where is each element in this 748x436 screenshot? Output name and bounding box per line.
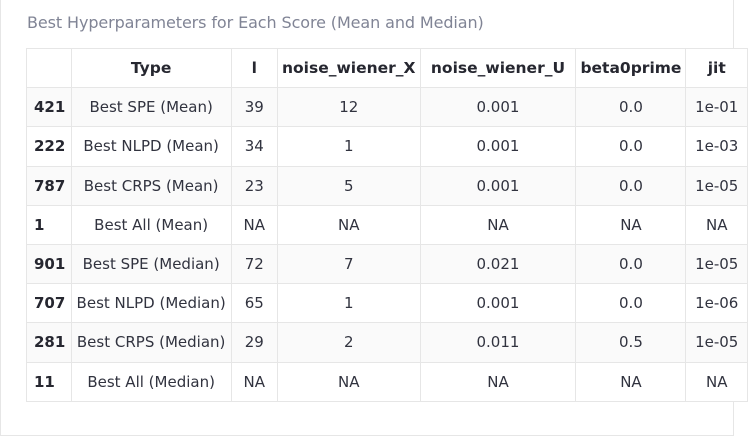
cell-type: Best NLPD (Mean) xyxy=(70,126,232,167)
table-row: 421 Best SPE (Mean) 39 12 0.001 0.0 1e-0… xyxy=(26,87,748,128)
cell-noise-wiener-x: NA xyxy=(276,361,421,402)
row-index: 281 xyxy=(26,322,72,363)
cell-type: Best All (Mean) xyxy=(70,204,232,245)
cell-jit: NA xyxy=(685,361,748,402)
cell-noise-wiener-x: NA xyxy=(276,204,421,245)
cell-l: 29 xyxy=(230,322,278,363)
header-row: Type l noise_wiener_X noise_wiener_U bet… xyxy=(26,47,748,89)
header-beta0prime: beta0prime xyxy=(575,47,687,89)
cell-type: Best All (Median) xyxy=(70,361,232,402)
cell-type: Best CRPS (Mean) xyxy=(70,165,232,206)
cell-l: 34 xyxy=(230,126,278,167)
cell-jit: 1e-05 xyxy=(685,322,748,363)
cell-jit: 1e-05 xyxy=(685,165,748,206)
cell-l: 39 xyxy=(230,87,278,128)
row-index: 901 xyxy=(26,243,72,285)
cell-jit: 1e-05 xyxy=(685,243,748,285)
cell-jit: 1e-03 xyxy=(685,126,748,167)
cell-noise-wiener-u: 0.001 xyxy=(419,87,577,128)
cell-noise-wiener-u: NA xyxy=(419,204,577,245)
hyperparameter-table: Type l noise_wiener_X noise_wiener_U bet… xyxy=(26,47,748,402)
row-index: 222 xyxy=(26,126,72,167)
row-index: 707 xyxy=(26,283,72,324)
table-row: 707 Best NLPD (Median) 65 1 0.001 0.0 1e… xyxy=(26,283,748,324)
cell-type: Best NLPD (Median) xyxy=(70,283,232,324)
table-row: 11 Best All (Median) NA NA NA NA NA xyxy=(26,361,748,402)
cell-noise-wiener-x: 5 xyxy=(276,165,421,206)
cell-l: 65 xyxy=(230,283,278,324)
cell-noise-wiener-x: 1 xyxy=(276,126,421,167)
cell-beta0prime: 0.0 xyxy=(575,283,687,324)
cell-l: NA xyxy=(230,361,278,402)
cell-noise-wiener-u: 0.001 xyxy=(419,283,577,324)
row-index: 787 xyxy=(26,165,72,206)
cell-noise-wiener-x: 12 xyxy=(276,87,421,128)
cell-type: Best CRPS (Median) xyxy=(70,322,232,363)
header-index xyxy=(26,47,72,89)
row-index: 11 xyxy=(26,361,72,402)
cell-l: NA xyxy=(230,204,278,245)
cell-jit: 1e-06 xyxy=(685,283,748,324)
cell-l: 72 xyxy=(230,243,278,285)
table-row: 281 Best CRPS (Median) 29 2 0.011 0.5 1e… xyxy=(26,322,748,363)
header-noise-wiener-x: noise_wiener_X xyxy=(276,47,421,89)
row-index: 1 xyxy=(26,204,72,245)
cell-beta0prime: NA xyxy=(575,361,687,402)
table-row: 1 Best All (Mean) NA NA NA NA NA xyxy=(26,204,748,245)
cell-noise-wiener-x: 2 xyxy=(276,322,421,363)
cell-beta0prime: 0.5 xyxy=(575,322,687,363)
cell-type: Best SPE (Mean) xyxy=(70,87,232,128)
header-l: l xyxy=(230,47,278,89)
row-index: 421 xyxy=(26,87,72,128)
cell-beta0prime: 0.0 xyxy=(575,243,687,285)
cell-noise-wiener-u: 0.021 xyxy=(419,243,577,285)
table-row: 787 Best CRPS (Mean) 23 5 0.001 0.0 1e-0… xyxy=(26,165,748,206)
cell-beta0prime: 0.0 xyxy=(575,126,687,167)
cell-beta0prime: 0.0 xyxy=(575,87,687,128)
cell-noise-wiener-x: 7 xyxy=(276,243,421,285)
cell-type: Best SPE (Median) xyxy=(70,243,232,285)
cell-beta0prime: 0.0 xyxy=(575,165,687,206)
header-noise-wiener-u: noise_wiener_U xyxy=(419,47,577,89)
cell-l: 23 xyxy=(230,165,278,206)
table-row: 901 Best SPE (Median) 72 7 0.021 0.0 1e-… xyxy=(26,243,748,285)
cell-noise-wiener-u: NA xyxy=(419,361,577,402)
cell-noise-wiener-u: 0.011 xyxy=(419,322,577,363)
cell-jit: 1e-01 xyxy=(685,87,748,128)
cell-jit: NA xyxy=(685,204,748,245)
cell-noise-wiener-u: 0.001 xyxy=(419,126,577,167)
cell-noise-wiener-u: 0.001 xyxy=(419,165,577,206)
table-row: 222 Best NLPD (Mean) 34 1 0.001 0.0 1e-0… xyxy=(26,126,748,167)
table-caption: Best Hyperparameters for Each Score (Mea… xyxy=(27,13,484,32)
cell-noise-wiener-x: 1 xyxy=(276,283,421,324)
cell-beta0prime: NA xyxy=(575,204,687,245)
header-jit: jit xyxy=(685,47,748,89)
header-type: Type xyxy=(70,47,232,89)
